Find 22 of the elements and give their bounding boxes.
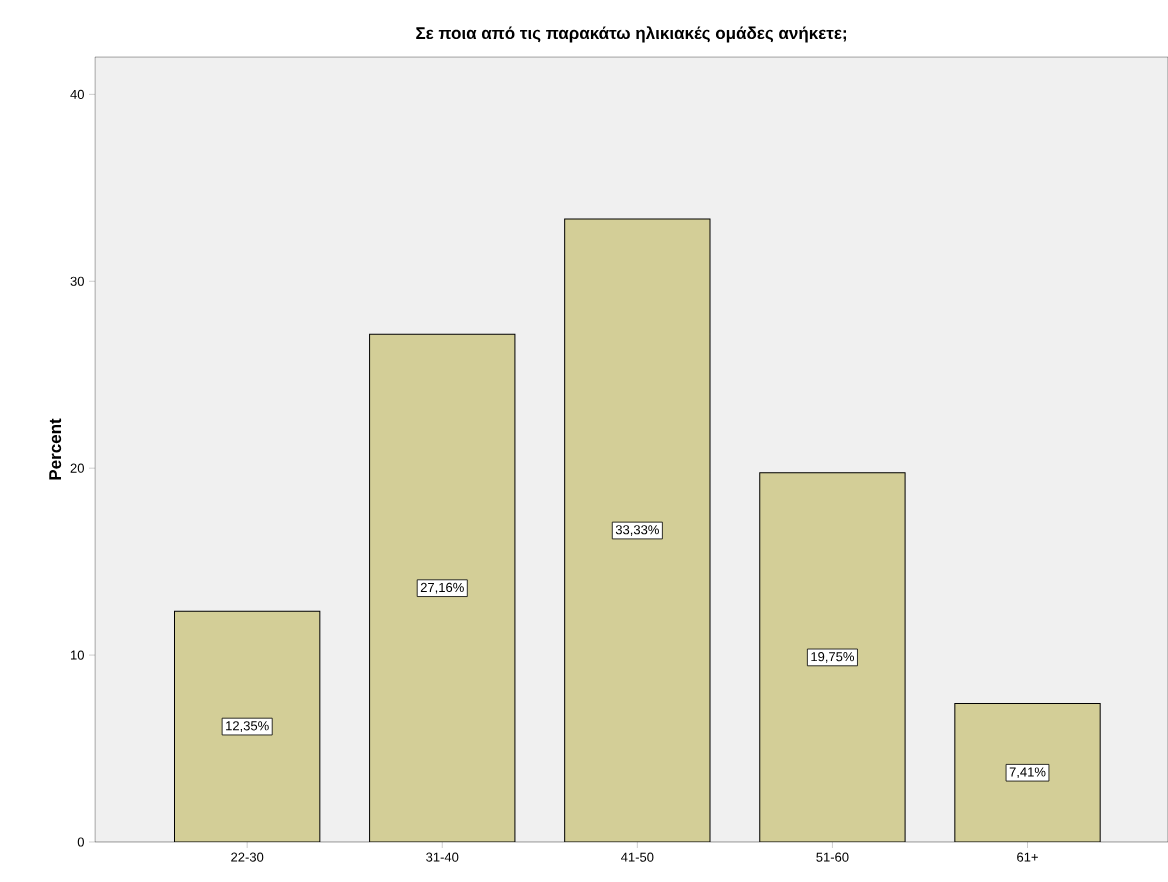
- bar: [174, 610, 321, 842]
- y-tick-label: 20: [70, 463, 84, 473]
- data-label: 7,41%: [1009, 767, 1046, 779]
- y-tick-label: 30: [70, 276, 84, 286]
- data-label: 27,16%: [420, 582, 464, 594]
- x-tick-label: 41-50: [621, 852, 654, 862]
- bar: [954, 702, 1101, 842]
- y-axis-title: Percent: [49, 418, 62, 480]
- bar: [759, 472, 906, 842]
- bar: [369, 333, 516, 842]
- x-tick-label: 61+: [1017, 852, 1038, 862]
- x-tick-label: 31-40: [426, 852, 459, 862]
- y-tick-label: 40: [70, 89, 84, 99]
- y-tick-label: 10: [71, 650, 84, 660]
- y-tick-label: 0: [77, 837, 84, 847]
- chart-title: Σε ποια από τις παρακάτω ηλικιακές ομάδες ανήκετε;: [416, 26, 846, 43]
- data-label: 19,75%: [811, 652, 854, 663]
- bar: [564, 218, 711, 842]
- data-label: 33,33%: [615, 525, 659, 536]
- x-tick-label: 51-60: [816, 852, 849, 862]
- data-label: 12,35%: [226, 721, 269, 732]
- x-tick-label: 22-30: [231, 852, 264, 862]
